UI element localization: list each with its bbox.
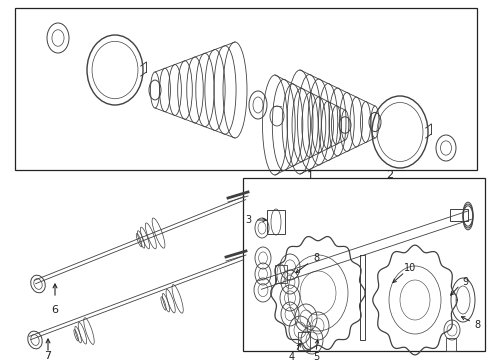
Text: 1: 1 — [307, 171, 314, 181]
Text: 10: 10 — [404, 263, 416, 273]
Bar — [298, 332, 310, 350]
Text: 5: 5 — [313, 352, 319, 360]
Text: 8: 8 — [313, 253, 319, 263]
Text: 9: 9 — [462, 277, 468, 287]
Text: 7: 7 — [45, 351, 51, 360]
Bar — [15, 8, 477, 170]
Text: 2: 2 — [387, 170, 393, 180]
Text: 8: 8 — [474, 320, 480, 330]
Bar — [275, 265, 287, 283]
Text: 3: 3 — [245, 215, 251, 225]
Bar — [450, 209, 468, 221]
Bar — [267, 210, 285, 234]
Bar — [243, 178, 485, 351]
Text: 6: 6 — [51, 305, 58, 315]
Text: 4: 4 — [289, 352, 295, 360]
Bar — [446, 338, 456, 351]
